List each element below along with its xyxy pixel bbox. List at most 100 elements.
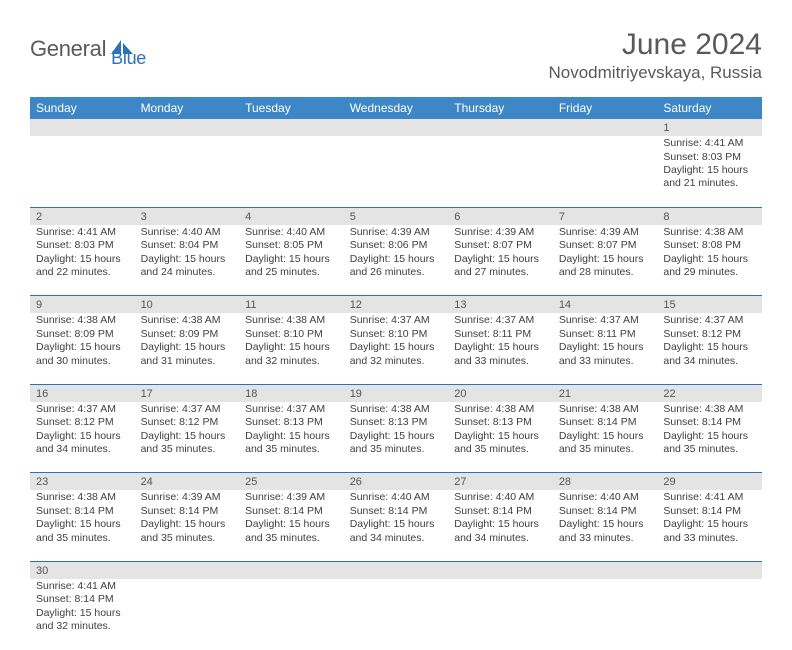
day-cell (135, 136, 240, 207)
day-number-row: 1 (30, 119, 762, 136)
day-detail: Sunrise: 4:38 AMSunset: 8:14 PMDaylight:… (553, 402, 658, 460)
day-detail: Sunrise: 4:38 AMSunset: 8:13 PMDaylight:… (448, 402, 553, 460)
day-detail: Sunrise: 4:40 AMSunset: 8:14 PMDaylight:… (448, 490, 553, 548)
day-cell: Sunrise: 4:38 AMSunset: 8:14 PMDaylight:… (30, 490, 135, 561)
day-number-cell: 1 (657, 119, 762, 136)
day-cell: Sunrise: 4:41 AMSunset: 8:14 PMDaylight:… (657, 490, 762, 561)
day-cell: Sunrise: 4:40 AMSunset: 8:14 PMDaylight:… (448, 490, 553, 561)
day-number-cell: 27 (448, 473, 553, 491)
week-row: Sunrise: 4:41 AMSunset: 8:03 PMDaylight:… (30, 225, 762, 296)
weekday-header-row: Sunday Monday Tuesday Wednesday Thursday… (30, 97, 762, 119)
day-detail: Sunrise: 4:40 AMSunset: 8:04 PMDaylight:… (135, 225, 240, 283)
day-detail: Sunrise: 4:40 AMSunset: 8:14 PMDaylight:… (344, 490, 449, 548)
day-detail: Sunrise: 4:41 AMSunset: 8:14 PMDaylight:… (30, 579, 135, 637)
day-cell (344, 579, 449, 650)
day-cell: Sunrise: 4:39 AMSunset: 8:07 PMDaylight:… (553, 225, 658, 296)
day-cell: Sunrise: 4:41 AMSunset: 8:14 PMDaylight:… (30, 579, 135, 650)
day-cell: Sunrise: 4:38 AMSunset: 8:10 PMDaylight:… (239, 313, 344, 384)
day-number-cell (135, 561, 240, 579)
day-number-cell: 12 (344, 296, 449, 314)
day-number-cell: 7 (553, 207, 658, 225)
day-number-cell: 22 (657, 384, 762, 402)
day-number-cell (135, 119, 240, 136)
day-cell: Sunrise: 4:38 AMSunset: 8:13 PMDaylight:… (344, 402, 449, 473)
day-cell: Sunrise: 4:41 AMSunset: 8:03 PMDaylight:… (657, 136, 762, 207)
day-detail: Sunrise: 4:39 AMSunset: 8:07 PMDaylight:… (448, 225, 553, 283)
day-number-cell (344, 119, 449, 136)
day-detail: Sunrise: 4:39 AMSunset: 8:14 PMDaylight:… (239, 490, 344, 548)
day-detail: Sunrise: 4:40 AMSunset: 8:14 PMDaylight:… (553, 490, 658, 548)
day-number-cell: 15 (657, 296, 762, 314)
weekday-header: Saturday (657, 97, 762, 119)
week-row: Sunrise: 4:37 AMSunset: 8:12 PMDaylight:… (30, 402, 762, 473)
brand-logo: General Blue (30, 28, 146, 69)
day-cell: Sunrise: 4:37 AMSunset: 8:12 PMDaylight:… (135, 402, 240, 473)
day-number-row: 2345678 (30, 207, 762, 225)
calendar-table: Sunday Monday Tuesday Wednesday Thursday… (30, 97, 762, 650)
day-detail: Sunrise: 4:38 AMSunset: 8:09 PMDaylight:… (135, 313, 240, 371)
day-detail: Sunrise: 4:39 AMSunset: 8:06 PMDaylight:… (344, 225, 449, 283)
day-number-cell: 28 (553, 473, 658, 491)
day-detail: Sunrise: 4:38 AMSunset: 8:10 PMDaylight:… (239, 313, 344, 371)
day-detail: Sunrise: 4:37 AMSunset: 8:12 PMDaylight:… (657, 313, 762, 371)
day-number-row: 9101112131415 (30, 296, 762, 314)
day-number-cell: 19 (344, 384, 449, 402)
day-cell: Sunrise: 4:40 AMSunset: 8:14 PMDaylight:… (344, 490, 449, 561)
day-detail: Sunrise: 4:38 AMSunset: 8:14 PMDaylight:… (657, 402, 762, 460)
day-detail: Sunrise: 4:38 AMSunset: 8:08 PMDaylight:… (657, 225, 762, 283)
day-number-cell: 18 (239, 384, 344, 402)
day-detail: Sunrise: 4:38 AMSunset: 8:09 PMDaylight:… (30, 313, 135, 371)
day-number-cell (553, 119, 658, 136)
day-cell (553, 136, 658, 207)
day-number-cell: 3 (135, 207, 240, 225)
day-cell (135, 579, 240, 650)
day-number-cell (239, 561, 344, 579)
day-number-cell: 5 (344, 207, 449, 225)
weekday-header: Friday (553, 97, 658, 119)
day-number-cell: 2 (30, 207, 135, 225)
day-cell: Sunrise: 4:38 AMSunset: 8:09 PMDaylight:… (30, 313, 135, 384)
day-number-cell: 4 (239, 207, 344, 225)
day-number-cell: 13 (448, 296, 553, 314)
day-number-cell (344, 561, 449, 579)
day-detail: Sunrise: 4:37 AMSunset: 8:10 PMDaylight:… (344, 313, 449, 371)
weekday-header: Sunday (30, 97, 135, 119)
day-detail: Sunrise: 4:37 AMSunset: 8:11 PMDaylight:… (448, 313, 553, 371)
day-cell: Sunrise: 4:40 AMSunset: 8:14 PMDaylight:… (553, 490, 658, 561)
day-cell: Sunrise: 4:37 AMSunset: 8:12 PMDaylight:… (30, 402, 135, 473)
day-detail: Sunrise: 4:37 AMSunset: 8:13 PMDaylight:… (239, 402, 344, 460)
day-cell (239, 579, 344, 650)
day-cell: Sunrise: 4:38 AMSunset: 8:08 PMDaylight:… (657, 225, 762, 296)
weekday-header: Wednesday (344, 97, 449, 119)
day-number-cell: 10 (135, 296, 240, 314)
day-number-row: 16171819202122 (30, 384, 762, 402)
day-number-cell: 20 (448, 384, 553, 402)
day-detail: Sunrise: 4:41 AMSunset: 8:14 PMDaylight:… (657, 490, 762, 548)
day-detail: Sunrise: 4:41 AMSunset: 8:03 PMDaylight:… (30, 225, 135, 283)
day-detail: Sunrise: 4:39 AMSunset: 8:07 PMDaylight:… (553, 225, 658, 283)
title-block: June 2024 Novodmitriyevskaya, Russia (548, 28, 762, 83)
day-cell: Sunrise: 4:37 AMSunset: 8:13 PMDaylight:… (239, 402, 344, 473)
day-number-cell: 14 (553, 296, 658, 314)
day-cell: Sunrise: 4:37 AMSunset: 8:11 PMDaylight:… (553, 313, 658, 384)
brand-text-general: General (30, 36, 106, 62)
weekday-header: Thursday (448, 97, 553, 119)
day-cell: Sunrise: 4:38 AMSunset: 8:13 PMDaylight:… (448, 402, 553, 473)
day-cell: Sunrise: 4:40 AMSunset: 8:04 PMDaylight:… (135, 225, 240, 296)
day-number-cell: 16 (30, 384, 135, 402)
day-cell (448, 579, 553, 650)
day-number-cell (239, 119, 344, 136)
weekday-header: Monday (135, 97, 240, 119)
week-row: Sunrise: 4:41 AMSunset: 8:03 PMDaylight:… (30, 136, 762, 207)
day-number-cell (448, 119, 553, 136)
day-cell: Sunrise: 4:39 AMSunset: 8:06 PMDaylight:… (344, 225, 449, 296)
day-cell (448, 136, 553, 207)
day-cell (30, 136, 135, 207)
day-cell: Sunrise: 4:38 AMSunset: 8:14 PMDaylight:… (553, 402, 658, 473)
brand-text-blue: Blue (111, 48, 146, 69)
day-cell: Sunrise: 4:37 AMSunset: 8:11 PMDaylight:… (448, 313, 553, 384)
day-number-cell (657, 561, 762, 579)
day-number-row: 23242526272829 (30, 473, 762, 491)
day-number-cell: 17 (135, 384, 240, 402)
day-detail: Sunrise: 4:37 AMSunset: 8:11 PMDaylight:… (553, 313, 658, 371)
